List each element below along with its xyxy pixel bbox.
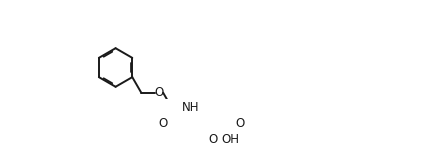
Text: OH: OH <box>222 133 240 146</box>
Text: O: O <box>159 117 168 130</box>
Text: O: O <box>208 133 217 146</box>
Text: O: O <box>155 86 164 99</box>
Text: NH: NH <box>181 101 199 114</box>
Text: O: O <box>235 117 244 130</box>
